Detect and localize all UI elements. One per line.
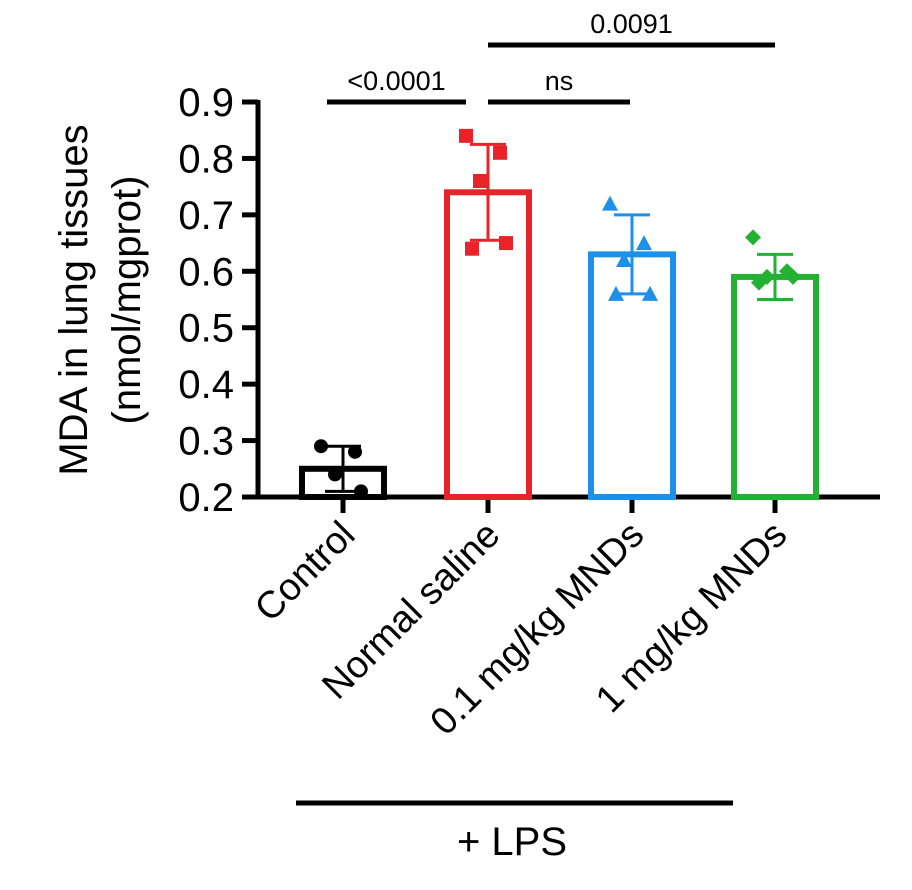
significance-label: 0.0091	[590, 9, 673, 39]
data-point	[751, 274, 767, 291]
y-tick-label: 0.8	[178, 137, 234, 181]
significance-label: ns	[545, 66, 574, 96]
bar-3	[731, 273, 819, 500]
data-point	[745, 229, 761, 246]
data-point	[465, 241, 479, 256]
data-point	[636, 235, 652, 251]
y-tick-label: 0.9	[178, 81, 234, 125]
y-tick-label: 0.6	[178, 250, 234, 294]
data-point	[354, 484, 368, 499]
y-axis-label-line2: (nmol/mgprot)	[105, 176, 149, 425]
data-point	[499, 236, 513, 251]
y-axis-label-line1: MDA in lung tissues	[52, 124, 96, 475]
data-point	[473, 174, 487, 188]
significance-label: <0.0001	[347, 66, 445, 96]
y-tick-label: 0.2	[178, 476, 234, 520]
data-point	[642, 285, 658, 301]
data-point	[616, 252, 632, 267]
lps-group-label: + LPS	[457, 820, 567, 864]
y-tick-label: 0.3	[178, 420, 234, 464]
data-point	[314, 439, 328, 454]
x-category-label: Control	[247, 514, 363, 630]
y-tick-label: 0.7	[178, 194, 234, 238]
y-tick-label: 0.5	[178, 307, 234, 351]
data-point	[785, 268, 801, 285]
data-point	[459, 128, 473, 143]
data-point	[493, 145, 507, 160]
data-point	[608, 285, 624, 301]
y-tick-label: 0.4	[178, 363, 234, 407]
data-point	[348, 444, 362, 459]
data-point	[602, 195, 618, 211]
data-point	[328, 467, 342, 482]
